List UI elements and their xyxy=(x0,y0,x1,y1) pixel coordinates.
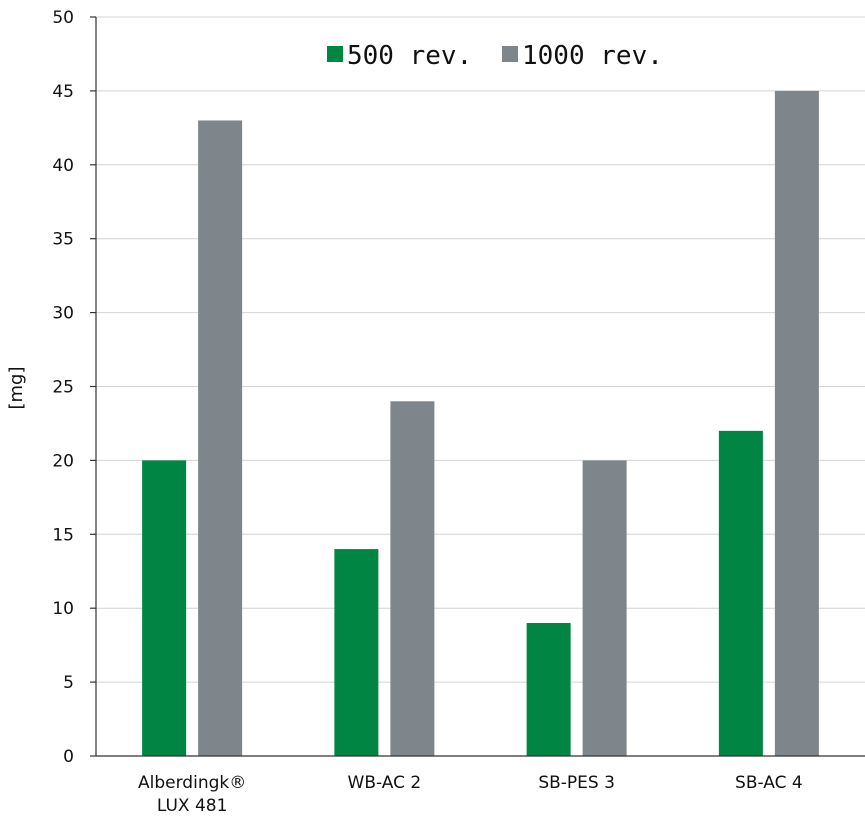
bar-500rev xyxy=(334,549,379,756)
x-category-label: SB-PES 3 xyxy=(538,773,615,793)
bar-1000rev xyxy=(198,120,243,756)
legend-label-1000rev: 1000 rev. xyxy=(522,41,663,71)
y-axis-label: [mg] xyxy=(6,366,27,409)
legend-swatch-1000rev xyxy=(502,46,518,62)
x-category-label: SB-AC 4 xyxy=(735,773,803,793)
x-category-label: WB-AC 2 xyxy=(348,773,422,793)
bar-500rev xyxy=(526,622,571,756)
legend: 500 rev. 1000 rev. xyxy=(327,41,663,71)
y-tick-label: 35 xyxy=(52,230,74,250)
y-tick-label: 20 xyxy=(52,451,74,471)
bar-1000rev xyxy=(582,460,627,756)
y-tick-label: 45 xyxy=(52,82,74,102)
x-category-labels: Alberdingk® LUX 481 WB-AC 2 SB-PES 3 SB-AC 4 xyxy=(138,773,803,816)
y-tick-label: 0 xyxy=(63,747,74,767)
x-category-label: Alberdingk® LUX 481 xyxy=(138,773,246,816)
y-tick-label: 15 xyxy=(52,525,74,545)
y-tick-label: 10 xyxy=(52,599,74,619)
y-tick-label: 5 xyxy=(63,673,74,693)
legend-label-500rev: 500 rev. xyxy=(347,41,472,71)
bar-1000rev xyxy=(390,401,435,756)
y-tick-label: 40 xyxy=(52,156,74,176)
y-tick-label: 25 xyxy=(52,378,74,398)
bar-1000rev xyxy=(774,90,819,756)
legend-swatch-500rev xyxy=(327,46,343,62)
bars xyxy=(142,90,819,756)
y-tick-label: 30 xyxy=(52,304,74,324)
y-tick-labels: 0 5 10 15 20 25 30 35 40 45 50 xyxy=(52,8,74,767)
y-tick-label: 50 xyxy=(52,8,74,28)
bar-500rev xyxy=(718,430,763,756)
bar-500rev xyxy=(142,460,187,756)
